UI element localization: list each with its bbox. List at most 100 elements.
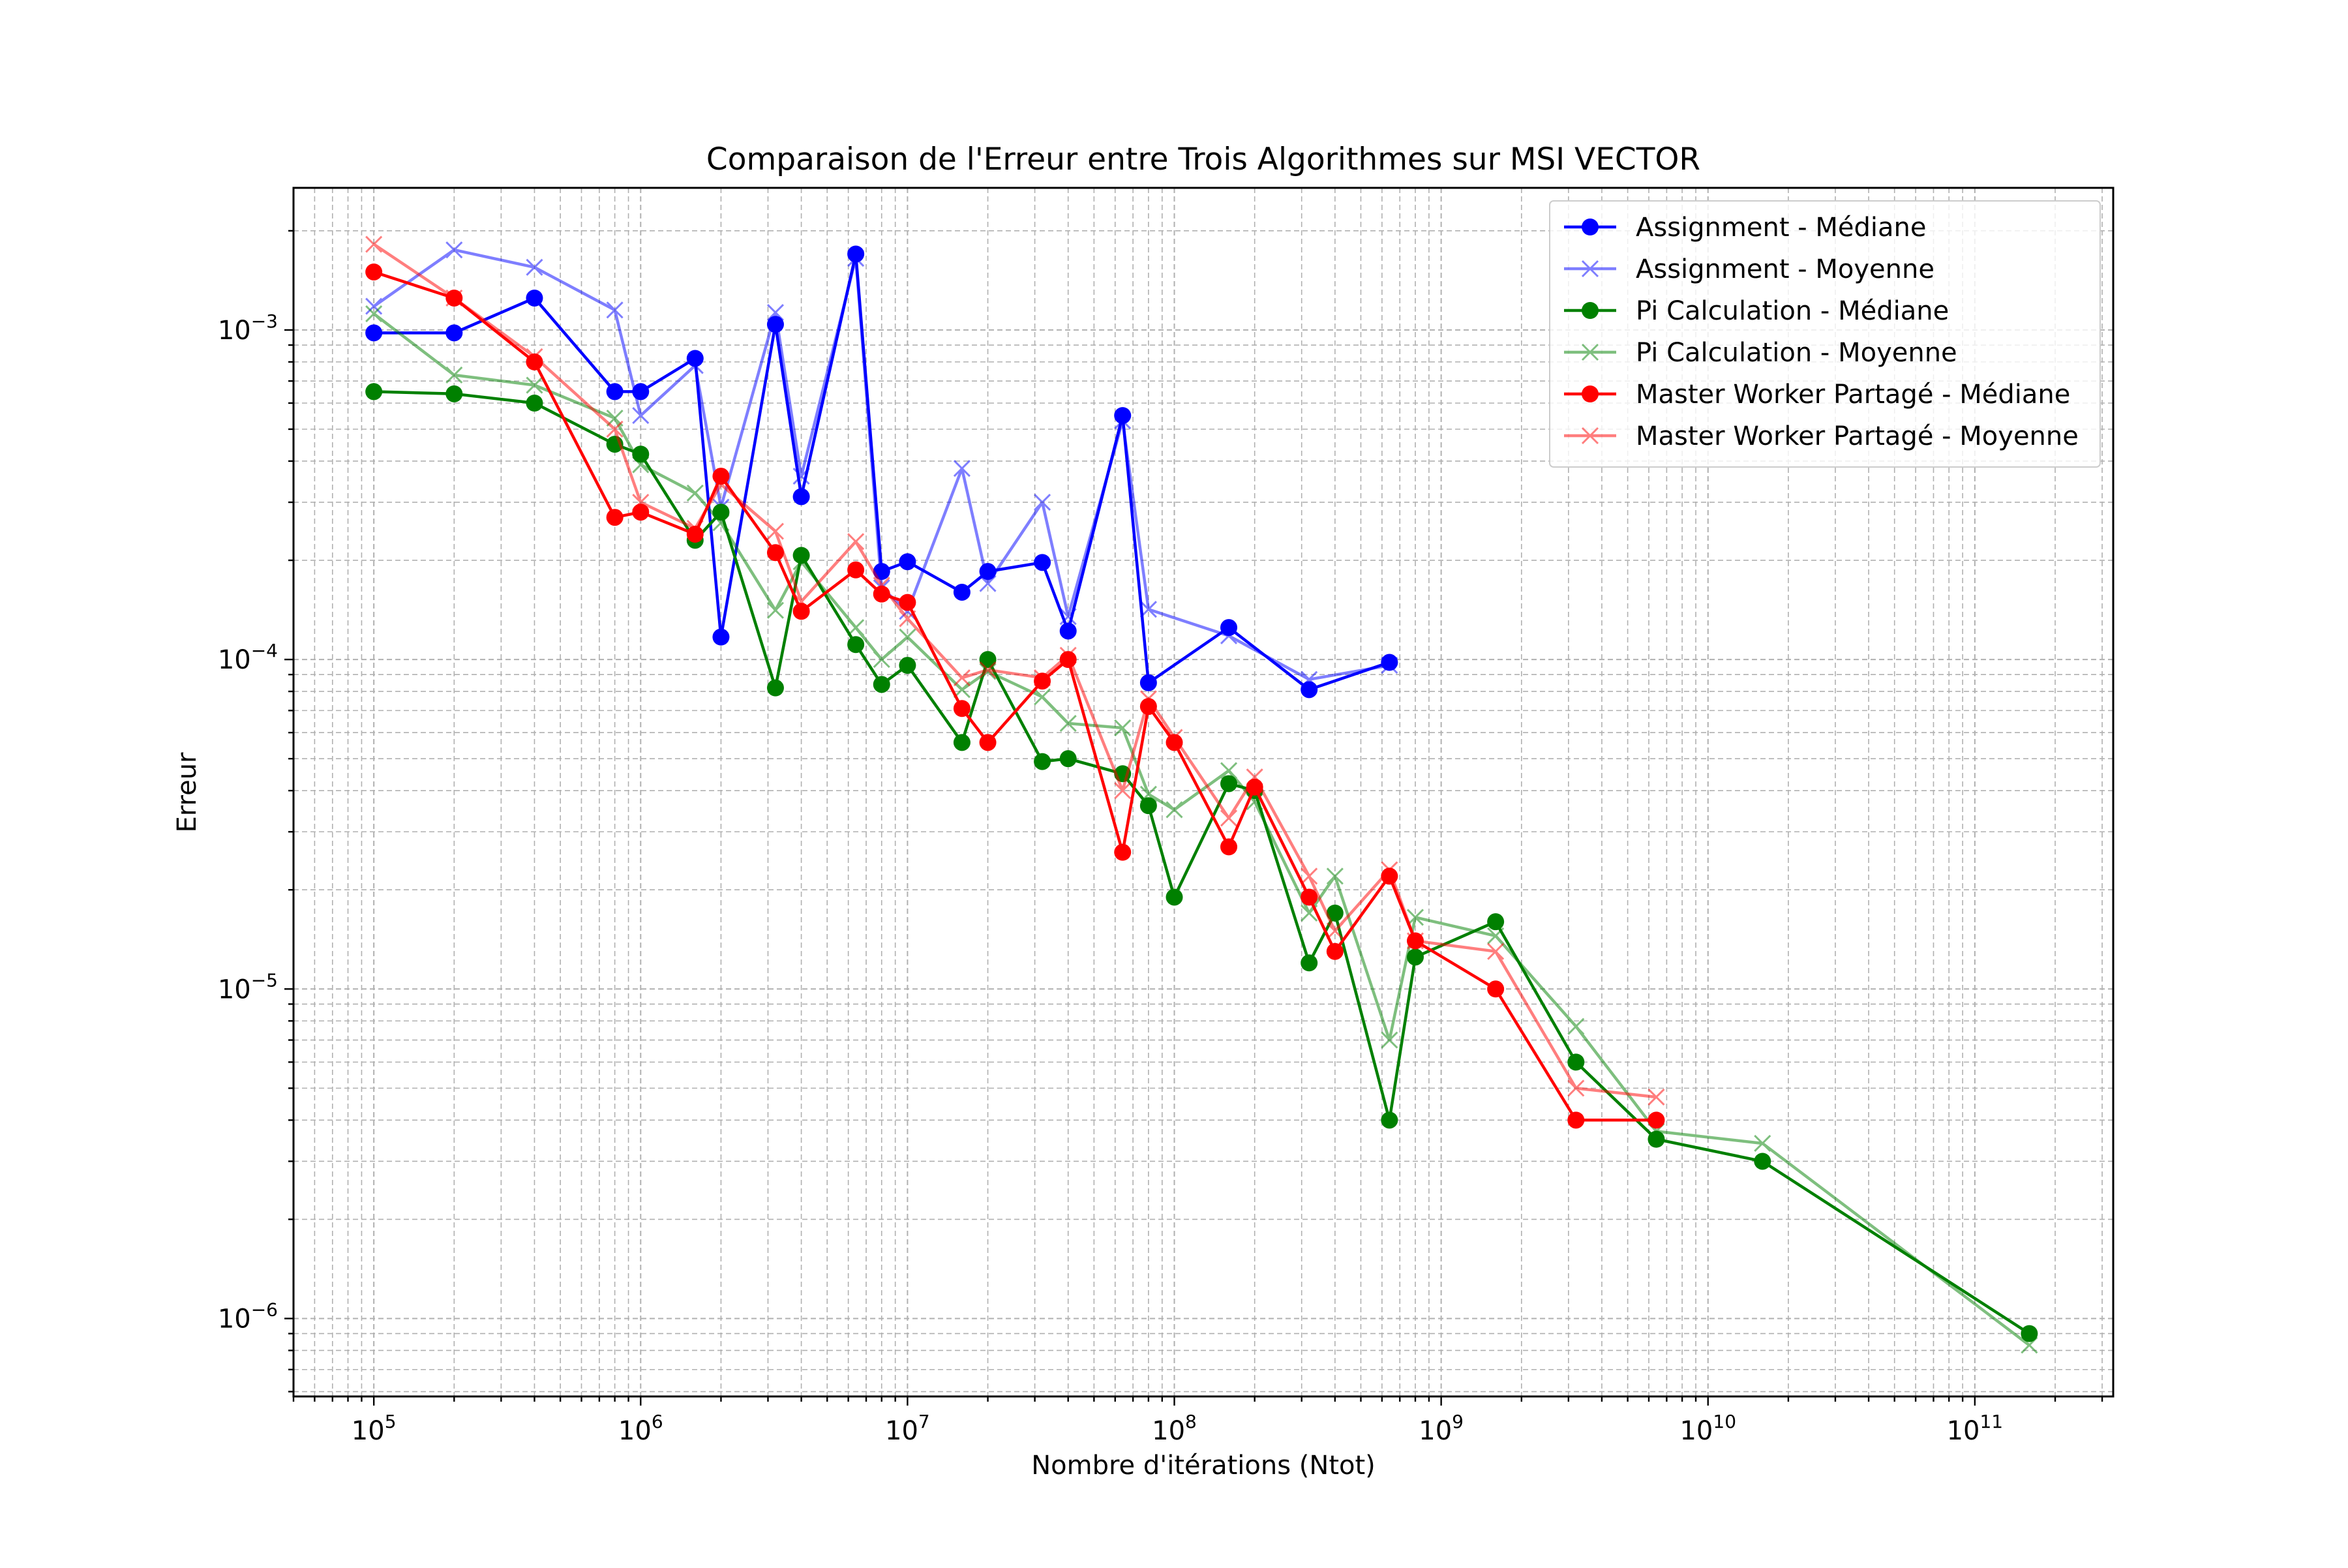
legend-marker [1581, 260, 1599, 278]
x-axis-label: Nombre d'itérations (Ntot) [1031, 1451, 1376, 1481]
data-point [2021, 1336, 2038, 1354]
y-tick-label: 10−5 [218, 969, 278, 1004]
y-axis-label: Erreur [172, 752, 202, 833]
legend-label: Master Worker Partagé - Moyenne [1636, 421, 2079, 451]
data-point [766, 601, 785, 619]
data-point [899, 553, 916, 571]
data-point [365, 297, 383, 315]
data-point [979, 663, 997, 680]
data-point [1166, 888, 1183, 906]
data-point [899, 610, 916, 627]
legend-item [1564, 427, 1616, 445]
data-point [792, 603, 810, 620]
x-tick-label: 105 [352, 1411, 397, 1446]
legend-item [1564, 343, 1616, 361]
data-point [1114, 843, 1132, 861]
data-point [847, 561, 865, 579]
legend-marker [1582, 219, 1599, 235]
data-point [1114, 412, 1132, 430]
data-point [1139, 601, 1157, 618]
data-point [979, 734, 997, 751]
data-point [445, 289, 463, 307]
data-point [953, 700, 971, 717]
legend-item [1564, 302, 1616, 319]
data-point [1059, 714, 1077, 732]
data-point [1220, 838, 1238, 856]
data-point [526, 376, 543, 394]
legend-item [1564, 385, 1616, 402]
data-point [1326, 942, 1344, 960]
data-point [632, 407, 650, 425]
data-point [632, 494, 650, 511]
legend-label: Assignment - Moyenne [1636, 254, 1934, 284]
data-point [686, 357, 704, 374]
axes-frame [292, 187, 2115, 1398]
legend: Assignment - Médiane Assignment - Moyenne… [1549, 200, 2101, 468]
data-point [1166, 801, 1183, 819]
data-point [1139, 785, 1157, 803]
data-point [847, 636, 865, 654]
data-point [1301, 888, 1318, 906]
data-point [632, 456, 650, 474]
data-point [953, 681, 971, 699]
data-point [792, 593, 810, 611]
legend-item [1564, 219, 1616, 235]
data-point [899, 628, 916, 646]
data-point [1326, 904, 1344, 922]
data-point [445, 241, 463, 259]
legend-label: Assignment - Médiane [1636, 213, 1926, 243]
data-point [712, 468, 730, 485]
data-point [1648, 1088, 1665, 1106]
legend-marker [1581, 427, 1599, 445]
data-point [1406, 948, 1424, 966]
data-point [606, 509, 624, 526]
data-point [526, 353, 543, 370]
data-point [1114, 782, 1132, 800]
data-point [1033, 494, 1051, 511]
data-point [526, 394, 543, 412]
data-point [873, 577, 890, 594]
data-point [1034, 554, 1051, 571]
data-point [712, 628, 730, 646]
data-point [792, 547, 810, 564]
data-point [847, 245, 865, 263]
data-point [1487, 913, 1505, 931]
data-point [1059, 750, 1077, 768]
series-line [372, 243, 1657, 1099]
data-point [1567, 1111, 1585, 1129]
data-point [873, 651, 890, 669]
data-point [606, 420, 624, 438]
data-point [1220, 627, 1238, 644]
data-point [1301, 867, 1318, 885]
x-tick-label: 106 [618, 1411, 663, 1446]
data-point [899, 657, 916, 674]
data-point [1033, 688, 1051, 706]
x-tick-label: 1010 [1679, 1411, 1736, 1446]
y-tick-label: 10−4 [218, 640, 278, 675]
data-point [1406, 932, 1424, 950]
data-point [953, 734, 971, 751]
data-point [712, 514, 730, 532]
data-point [766, 679, 784, 697]
series-line [374, 390, 2030, 1335]
data-point [1567, 1018, 1585, 1035]
data-point [365, 235, 383, 253]
data-point [1301, 681, 1318, 699]
data-point [792, 553, 810, 571]
data-point [1220, 809, 1238, 827]
data-point [953, 583, 971, 601]
data-point [526, 348, 543, 365]
series-line [373, 270, 1657, 1122]
data-point [606, 301, 624, 319]
data-point [1648, 1111, 1665, 1129]
data-point [1381, 654, 1398, 671]
data-point [1326, 922, 1344, 940]
x-tick-label: 1011 [1947, 1411, 2004, 1446]
legend-marker [1582, 302, 1599, 319]
data-point [1166, 734, 1183, 751]
legend-box [1549, 200, 2101, 468]
x-tick-label: 108 [1152, 1411, 1197, 1446]
data-point [847, 619, 865, 637]
